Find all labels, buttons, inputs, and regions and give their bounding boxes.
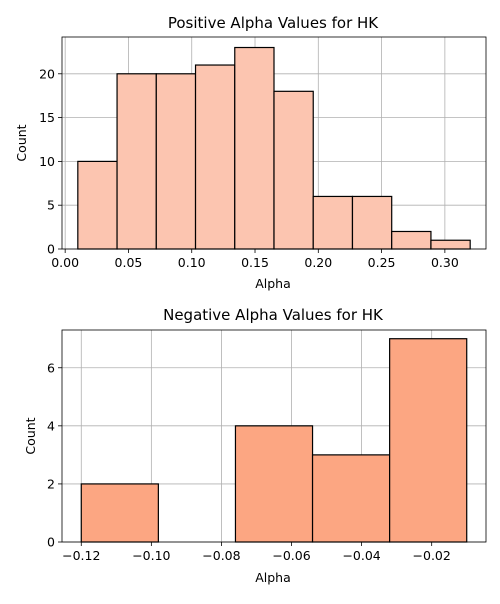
histogram-bar [391, 230, 432, 250]
y-axis-label: Count [23, 417, 38, 454]
y-tick-label: 5 [47, 198, 55, 213]
x-tick-label: −0.12 [62, 548, 100, 563]
histogram-bar [116, 73, 157, 250]
histogram-bar [351, 195, 393, 250]
x-tick-label: 0.20 [304, 255, 332, 270]
x-axis-label: Alpha [255, 276, 291, 291]
chart-positive-alpha: Positive Alpha Values for HK Alpha Count… [14, 14, 487, 291]
histogram-bar [194, 64, 236, 250]
x-tick-label: −0.04 [342, 548, 380, 563]
x-tick-label: −0.08 [202, 548, 240, 563]
y-axis-label: Count [14, 124, 29, 161]
y-tick-label: 0 [47, 535, 55, 550]
plot-area: 0.00 0.05 0.10 0.15 0.20 0.25 0.30 0 5 10 15 20 [39, 36, 487, 270]
x-tick-label: 0.30 [431, 255, 459, 270]
x-tick-label: 0.10 [178, 255, 206, 270]
x-tick-label: 0.15 [241, 255, 269, 270]
histogram-bar [312, 195, 354, 250]
x-tick-label: 0.25 [368, 255, 396, 270]
histogram-bar [389, 338, 468, 543]
y-tick-label: 0 [47, 242, 55, 257]
x-tick-label: −0.10 [132, 548, 170, 563]
x-axis-label: Alpha [255, 570, 291, 585]
chart-title: Negative Alpha Values for HK [163, 306, 384, 324]
x-tick-label: −0.06 [272, 548, 310, 563]
y-tick-label: 2 [47, 476, 55, 491]
y-tick-label: 20 [39, 66, 55, 81]
axes-frame [61, 329, 487, 543]
y-tick-label: 4 [47, 418, 55, 433]
y-tick-label: 10 [39, 154, 55, 169]
histogram-bar [234, 46, 275, 250]
y-tick-label: 15 [39, 110, 55, 125]
axes-frame [61, 36, 487, 250]
histogram-bar [155, 73, 197, 250]
histogram-bar [311, 454, 391, 543]
histogram-bar [234, 425, 314, 543]
plot-area: −0.12 −0.10 −0.08 −0.06 −0.04 −0.02 0 2 4 6 [47, 329, 487, 563]
histogram-bar [273, 90, 314, 250]
x-tick-label: 0.05 [115, 255, 143, 270]
y-tick-label: 6 [47, 360, 55, 375]
chart-title: Positive Alpha Values for HK [168, 14, 379, 32]
x-tick-label: 0.00 [51, 255, 79, 270]
histogram-bar [77, 160, 118, 250]
histogram-bar [80, 483, 159, 543]
chart-negative-alpha: Negative Alpha Values for HK Alpha Count… [23, 306, 487, 585]
histogram-bar [430, 239, 471, 250]
x-tick-label: −0.02 [413, 548, 451, 563]
